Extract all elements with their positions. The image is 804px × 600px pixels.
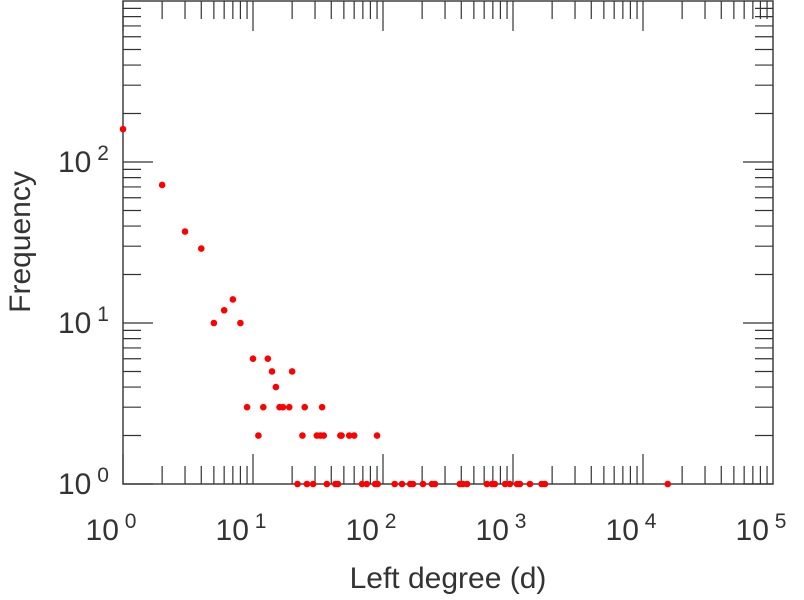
- data-point: [373, 432, 381, 439]
- tick-base: 10: [86, 514, 119, 547]
- data-point: [391, 480, 398, 488]
- x-tick-label: 10 0: [86, 510, 137, 547]
- data-point: [501, 480, 509, 488]
- data-point: [197, 245, 205, 252]
- axis-ticks: [122, 1, 773, 485]
- tick-base: 10: [736, 514, 769, 547]
- x-tick-label: 10 4: [606, 510, 657, 547]
- data-point: [237, 319, 244, 327]
- tick-exponent: 0: [119, 510, 137, 533]
- data-point: [409, 480, 417, 488]
- data-point: [279, 403, 287, 411]
- data-point: [301, 403, 309, 411]
- data-point: [272, 383, 280, 391]
- y-tick-label: 10 0: [58, 464, 109, 501]
- data-point: [526, 480, 534, 488]
- data-point: [516, 480, 524, 488]
- x-tick-label: 10 2: [346, 510, 397, 547]
- tick-exponent: 1: [91, 303, 109, 326]
- data-point: [210, 319, 218, 327]
- data-point: [506, 480, 514, 488]
- x-tick-label: 10 5: [736, 510, 787, 547]
- data-point: [374, 480, 381, 488]
- data-point: [463, 480, 471, 488]
- data-point: [419, 480, 427, 488]
- data-point: [285, 403, 293, 411]
- y-tick-labels: 10 010 110 2: [58, 142, 109, 501]
- data-point: [158, 181, 166, 189]
- data-point: [318, 403, 326, 411]
- tick-base: 10: [58, 307, 91, 340]
- data-point: [320, 432, 328, 439]
- data-point: [119, 125, 127, 133]
- tick-base: 10: [346, 514, 379, 547]
- y-tick-label: 10 1: [58, 303, 109, 340]
- tick-exponent: 1: [249, 510, 267, 533]
- tick-exponent: 0: [91, 464, 109, 487]
- tick-exponent: 3: [509, 510, 527, 533]
- data-point: [299, 432, 306, 439]
- data-point: [664, 480, 672, 488]
- tick-base: 10: [58, 468, 91, 501]
- data-point: [334, 480, 342, 488]
- data-point: [431, 480, 439, 488]
- data-point: [350, 432, 358, 439]
- tick-exponent: 4: [639, 510, 657, 533]
- data-point: [268, 368, 276, 375]
- data-point: [220, 306, 228, 314]
- data-point: [483, 480, 491, 488]
- tick-base: 10: [58, 146, 91, 179]
- data-point: [294, 480, 301, 488]
- data-point: [541, 480, 549, 488]
- tick-base: 10: [216, 514, 249, 547]
- data-points: [119, 125, 672, 488]
- data-point: [363, 480, 371, 488]
- y-axis-label: Frequency: [4, 171, 37, 313]
- data-point: [249, 355, 257, 363]
- data-point: [309, 480, 317, 488]
- data-point: [288, 368, 296, 375]
- plot-frame: [122, 0, 774, 485]
- data-point: [345, 432, 353, 439]
- x-axis-label: Left degree (d): [350, 562, 547, 595]
- data-point: [255, 432, 262, 439]
- data-point: [243, 403, 251, 411]
- data-point: [398, 480, 406, 488]
- tick-exponent: 5: [769, 510, 787, 533]
- data-point: [229, 296, 237, 303]
- data-point: [259, 403, 267, 411]
- tick-exponent: 2: [91, 142, 109, 165]
- data-point: [323, 480, 331, 488]
- x-tick-labels: 10 0 10 1 10 2 10 3 10 4 10 5: [86, 510, 787, 547]
- y-tick-label: 10 2: [58, 142, 109, 179]
- data-point: [338, 432, 345, 439]
- data-point: [358, 480, 366, 488]
- data-point: [303, 480, 311, 488]
- tick-base: 10: [476, 514, 509, 547]
- tick-base: 10: [606, 514, 639, 547]
- data-point: [264, 355, 272, 363]
- tick-exponent: 2: [379, 510, 397, 533]
- x-tick-label: 10 3: [476, 510, 527, 547]
- x-tick-label: 10 1: [216, 510, 267, 547]
- data-point: [491, 480, 499, 488]
- data-point: [181, 228, 189, 235]
